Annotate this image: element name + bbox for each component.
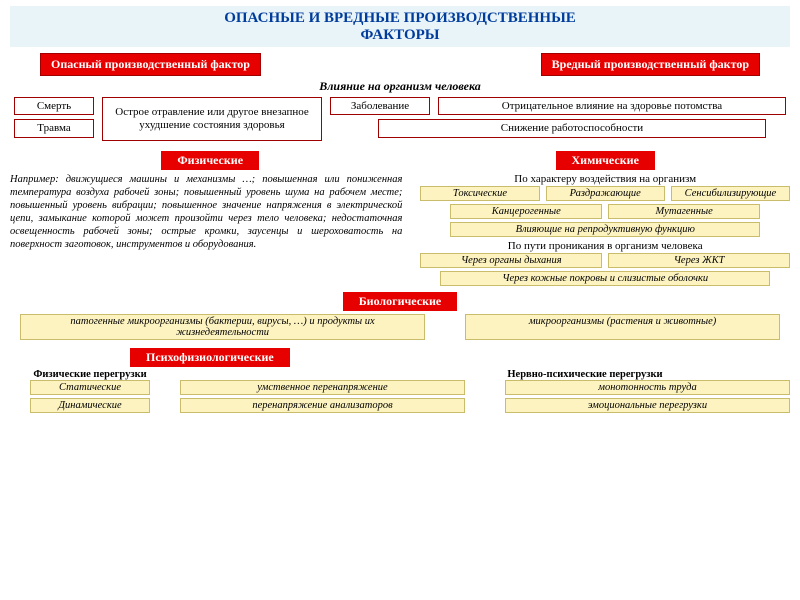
psycho-analyzers: перенапряжение анализаторов <box>180 398 465 413</box>
psycho-row: Физические перегрузки Статические Динами… <box>10 369 790 413</box>
psycho-monotony: монотонность труда <box>505 380 790 395</box>
effect-disease: Заболевание <box>330 97 430 116</box>
chem-reproductive: Влияющие на репродуктивную функцию <box>450 222 760 237</box>
dangerous-factor-header: Опасный производственный фактор <box>40 53 261 76</box>
chem-skin: Через кожные покровы и слизистые оболочк… <box>440 271 770 286</box>
chemical-title: Химические <box>556 151 655 170</box>
bio-micro: микроорганизмы (растения и животные) <box>465 314 780 340</box>
psycho-static: Статические <box>30 380 150 395</box>
chem-by-effect-label: По характеру воздействия на организм <box>420 173 790 185</box>
chem-sensitizing: Сенсибилизирующие <box>671 186 790 201</box>
columns-phys-chem: Физические Например: движущиеся машины и… <box>10 151 790 286</box>
chem-carcinogenic: Канцерогенные <box>450 204 602 219</box>
psycho-mental: умственное перенапряжение <box>180 380 465 395</box>
chem-toxic: Токсические <box>420 186 539 201</box>
effect-offspring: Отрицательное влияние на здоровье потомс… <box>438 97 786 116</box>
main-title: ОПАСНЫЕ И ВРЕДНЫЕ ПРОИЗВОДСТВЕННЫЕ ФАКТО… <box>10 10 790 45</box>
physical-title: Физические <box>161 151 259 170</box>
biological-title: Биологические <box>343 292 458 311</box>
psycho-emotional: эмоциональные перегрузки <box>505 398 790 413</box>
effect-injury: Травма <box>14 119 94 138</box>
nerv-label: Нервно-психические перегрузки <box>380 369 790 380</box>
psycho-dynamic: Динамические <box>30 398 150 413</box>
title-line1: ОПАСНЫЕ И ВРЕДНЫЕ ПРОИЗВОДСТВЕННЫЕ <box>224 10 576 26</box>
influence-subtitle: Влияние на организм человека <box>10 79 790 94</box>
harmful-factor-header: Вредный производственный фактор <box>541 53 760 76</box>
chem-gi: Через ЖКТ <box>608 253 790 268</box>
chem-by-path-label: По пути проникания в организм человека <box>420 240 790 252</box>
effect-death: Смерть <box>14 97 94 116</box>
effect-acute: Острое отравление или другое внезапное у… <box>102 97 322 141</box>
psycho-title: Психофизиологические <box>130 348 290 367</box>
bio-pathogenic: патогенные микроорганизмы (бактерии, вир… <box>20 314 425 340</box>
chem-irritant: Раздражающие <box>546 186 665 201</box>
physical-desc: Например: движущиеся машины и механизмы … <box>10 173 410 252</box>
top-headers: Опасный производственный фактор Вредный … <box>10 53 790 76</box>
chem-respiratory: Через органы дыхания <box>420 253 602 268</box>
chem-mutagenic: Мутагенные <box>608 204 760 219</box>
title-band: ОПАСНЫЕ И ВРЕДНЫЕ ПРОИЗВОДСТВЕННЫЕ ФАКТО… <box>10 6 790 47</box>
effect-workability: Снижение работоспособности <box>378 119 766 138</box>
influence-grid: Смерть Травма Острое отравление или друг… <box>10 97 790 141</box>
phys-overload-label: Физические перегрузки <box>10 369 170 380</box>
title-line2: ФАКТОРЫ <box>360 27 439 43</box>
